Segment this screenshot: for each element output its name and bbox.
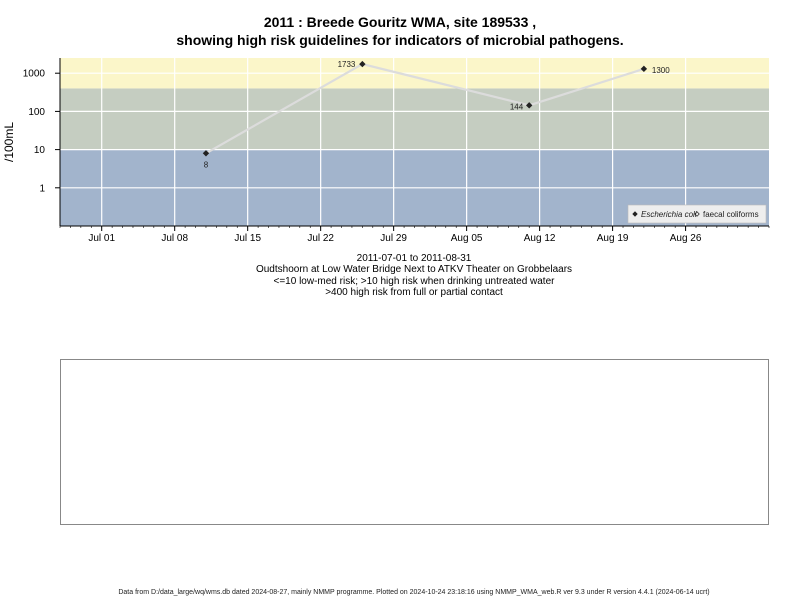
legend-label: faecal coliforms xyxy=(703,210,759,219)
y-axis-title: /100mL xyxy=(2,122,16,162)
legend-marker xyxy=(632,211,638,217)
data-point-marker xyxy=(640,65,648,73)
data-point-marker xyxy=(359,60,366,68)
chart-title-line-2: showing high risk guidelines for indicat… xyxy=(176,32,624,48)
x-tick-label: Aug 26 xyxy=(670,233,702,244)
y-tick-label: 10 xyxy=(34,145,46,156)
guideline-low-caption: <=10 low-med risk; >10 high risk when dr… xyxy=(273,276,555,287)
x-tick-label: Jul 01 xyxy=(88,233,115,244)
x-tick-label: Jul 08 xyxy=(161,233,188,244)
x-tick-label: Jul 15 xyxy=(234,233,261,244)
date-range-caption: 2011-07-01 to 2011-08-31 xyxy=(356,253,472,264)
data-point-marker xyxy=(525,102,533,109)
y-tick-label: 1000 xyxy=(23,69,46,80)
series-line xyxy=(205,62,645,155)
main-chart: 8 1733 144 1300 Jul 01 Jul 08 Jul 15 Jul 22 Jul… xyxy=(2,58,770,244)
x-tick-label: Jul 29 xyxy=(380,233,407,244)
legend-box xyxy=(627,204,767,224)
risk-band xyxy=(60,88,769,150)
legend-label: Escherichia coli xyxy=(641,210,697,219)
legend-marker xyxy=(694,211,700,217)
y-tick-label: 1 xyxy=(39,183,45,194)
x-tick-label: Aug 19 xyxy=(597,233,629,244)
chart-title-line-1: 2011 : Breede Gouritz WMA, site 189533 , xyxy=(263,14,537,30)
data-point-label: 1733 xyxy=(338,60,356,69)
x-tick-label: Aug 05 xyxy=(451,233,483,244)
data-point-label: 8 xyxy=(204,160,209,169)
empty-secondary-chart-panel xyxy=(60,359,769,525)
y-tick-label: 100 xyxy=(28,107,45,118)
data-point-label: 144 xyxy=(510,102,524,111)
site-description: Oudtshoorn at Low Water Bridge Next to A… xyxy=(255,264,573,275)
data-point-marker xyxy=(202,150,210,157)
data-point-label: 1300 xyxy=(652,66,670,75)
x-tick-label: Jul 22 xyxy=(307,233,334,244)
x-tick-label: Aug 12 xyxy=(524,233,556,244)
guideline-high-caption: >400 high risk from full or partial cont… xyxy=(325,287,503,298)
footer-source-note: Data from D:/data_large/wq/wms.db dated … xyxy=(118,589,710,596)
